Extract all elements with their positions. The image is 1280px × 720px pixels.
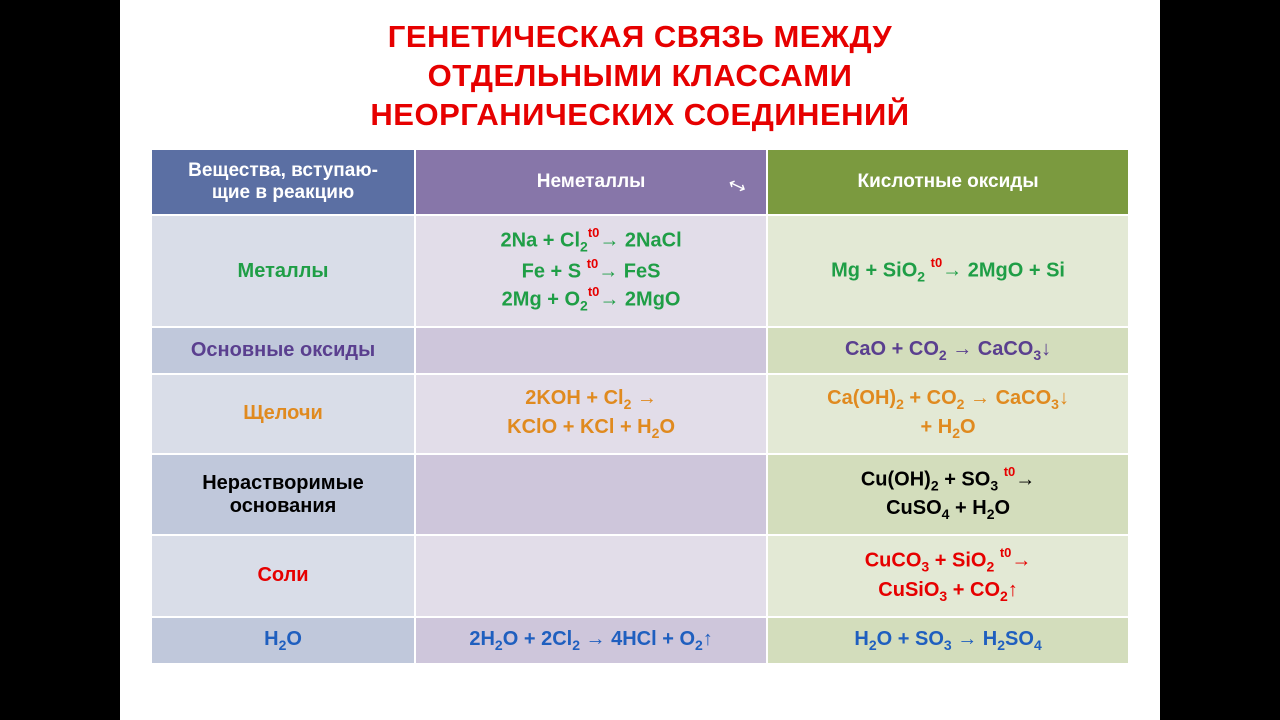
cell-insoluble-acidox: Cu(OH)2 + SO3 t0→ CuSO4 + H2O (767, 454, 1129, 535)
label-insoluble-bases: Нерастворимые основания (151, 454, 415, 535)
header-acidic-oxides: Кислотные оксиды (767, 149, 1129, 215)
title-line-2: ОТДЕЛЬНЫМИ КЛАССАМИ (428, 58, 853, 93)
slide-title: ГЕНЕТИЧЕСКАЯ СВЯЗЬ МЕЖДУ ОТДЕЛЬНЫМИ КЛАС… (150, 18, 1130, 134)
row-alkali: Щелочи 2KOH + Cl2 → KClO + KCl + H2O Ca(… (151, 374, 1129, 454)
cell-water-nonmetals: 2H2O + 2Cl2 → 4HCl + O2↑ (415, 617, 767, 664)
cell-alkali-nonmetals: 2KOH + Cl2 → KClO + KCl + H2O (415, 374, 767, 454)
reactions-table: Вещества, вступаю- щие в реакцию Неметал… (150, 148, 1130, 664)
table-header-row: Вещества, вступаю- щие в реакцию Неметал… (151, 149, 1129, 215)
cell-basic-nonmetals (415, 327, 767, 374)
title-line-1: ГЕНЕТИЧЕСКАЯ СВЯЗЬ МЕЖДУ (388, 19, 892, 54)
label-metals: Металлы (151, 215, 415, 327)
label-water: H2O (151, 617, 415, 664)
cell-alkali-acidox: Ca(OH)2 + CO2 → CaCO3↓ + H2O (767, 374, 1129, 454)
cell-salts-nonmetals (415, 535, 767, 616)
cell-salts-acidox: CuCO3 + SiO2 t0→ CuSiO3 + CO2↑ (767, 535, 1129, 616)
label-alkali: Щелочи (151, 374, 415, 454)
cell-metals-acidox: Mg + SiO2 t0→ 2MgO + Si (767, 215, 1129, 327)
cell-basic-acidox: CaO + CO2 → CaCO3↓ (767, 327, 1129, 374)
row-insoluble-bases: Нерастворимые основания Cu(OH)2 + SO3 t0… (151, 454, 1129, 535)
row-basic-oxides: Основные оксиды CaO + CO2 → CaCO3↓ (151, 327, 1129, 374)
label-salts: Соли (151, 535, 415, 616)
header-nonmetals: Неметаллы ⤡ (415, 149, 767, 215)
row-salts: Соли CuCO3 + SiO2 t0→ CuSiO3 + CO2↑ (151, 535, 1129, 616)
row-water: H2O 2H2O + 2Cl2 → 4HCl + O2↑ H2O + SO3 →… (151, 617, 1129, 664)
label-basic-oxides: Основные оксиды (151, 327, 415, 374)
cursor-icon: ⤡ (729, 177, 747, 198)
row-metals: Металлы 2Na + Cl2t0→ 2NaCl Fe + S t0→ Fe… (151, 215, 1129, 327)
slide: ГЕНЕТИЧЕСКАЯ СВЯЗЬ МЕЖДУ ОТДЕЛЬНЫМИ КЛАС… (120, 0, 1160, 720)
title-line-3: НЕОРГАНИЧЕСКИХ СОЕДИНЕНИЙ (370, 97, 909, 132)
cell-insoluble-nonmetals (415, 454, 767, 535)
header-substances: Вещества, вступаю- щие в реакцию (151, 149, 415, 215)
cell-water-acidox: H2O + SO3 → H2SO4 (767, 617, 1129, 664)
cell-metals-nonmetals: 2Na + Cl2t0→ 2NaCl Fe + S t0→ FeS 2Mg + … (415, 215, 767, 327)
